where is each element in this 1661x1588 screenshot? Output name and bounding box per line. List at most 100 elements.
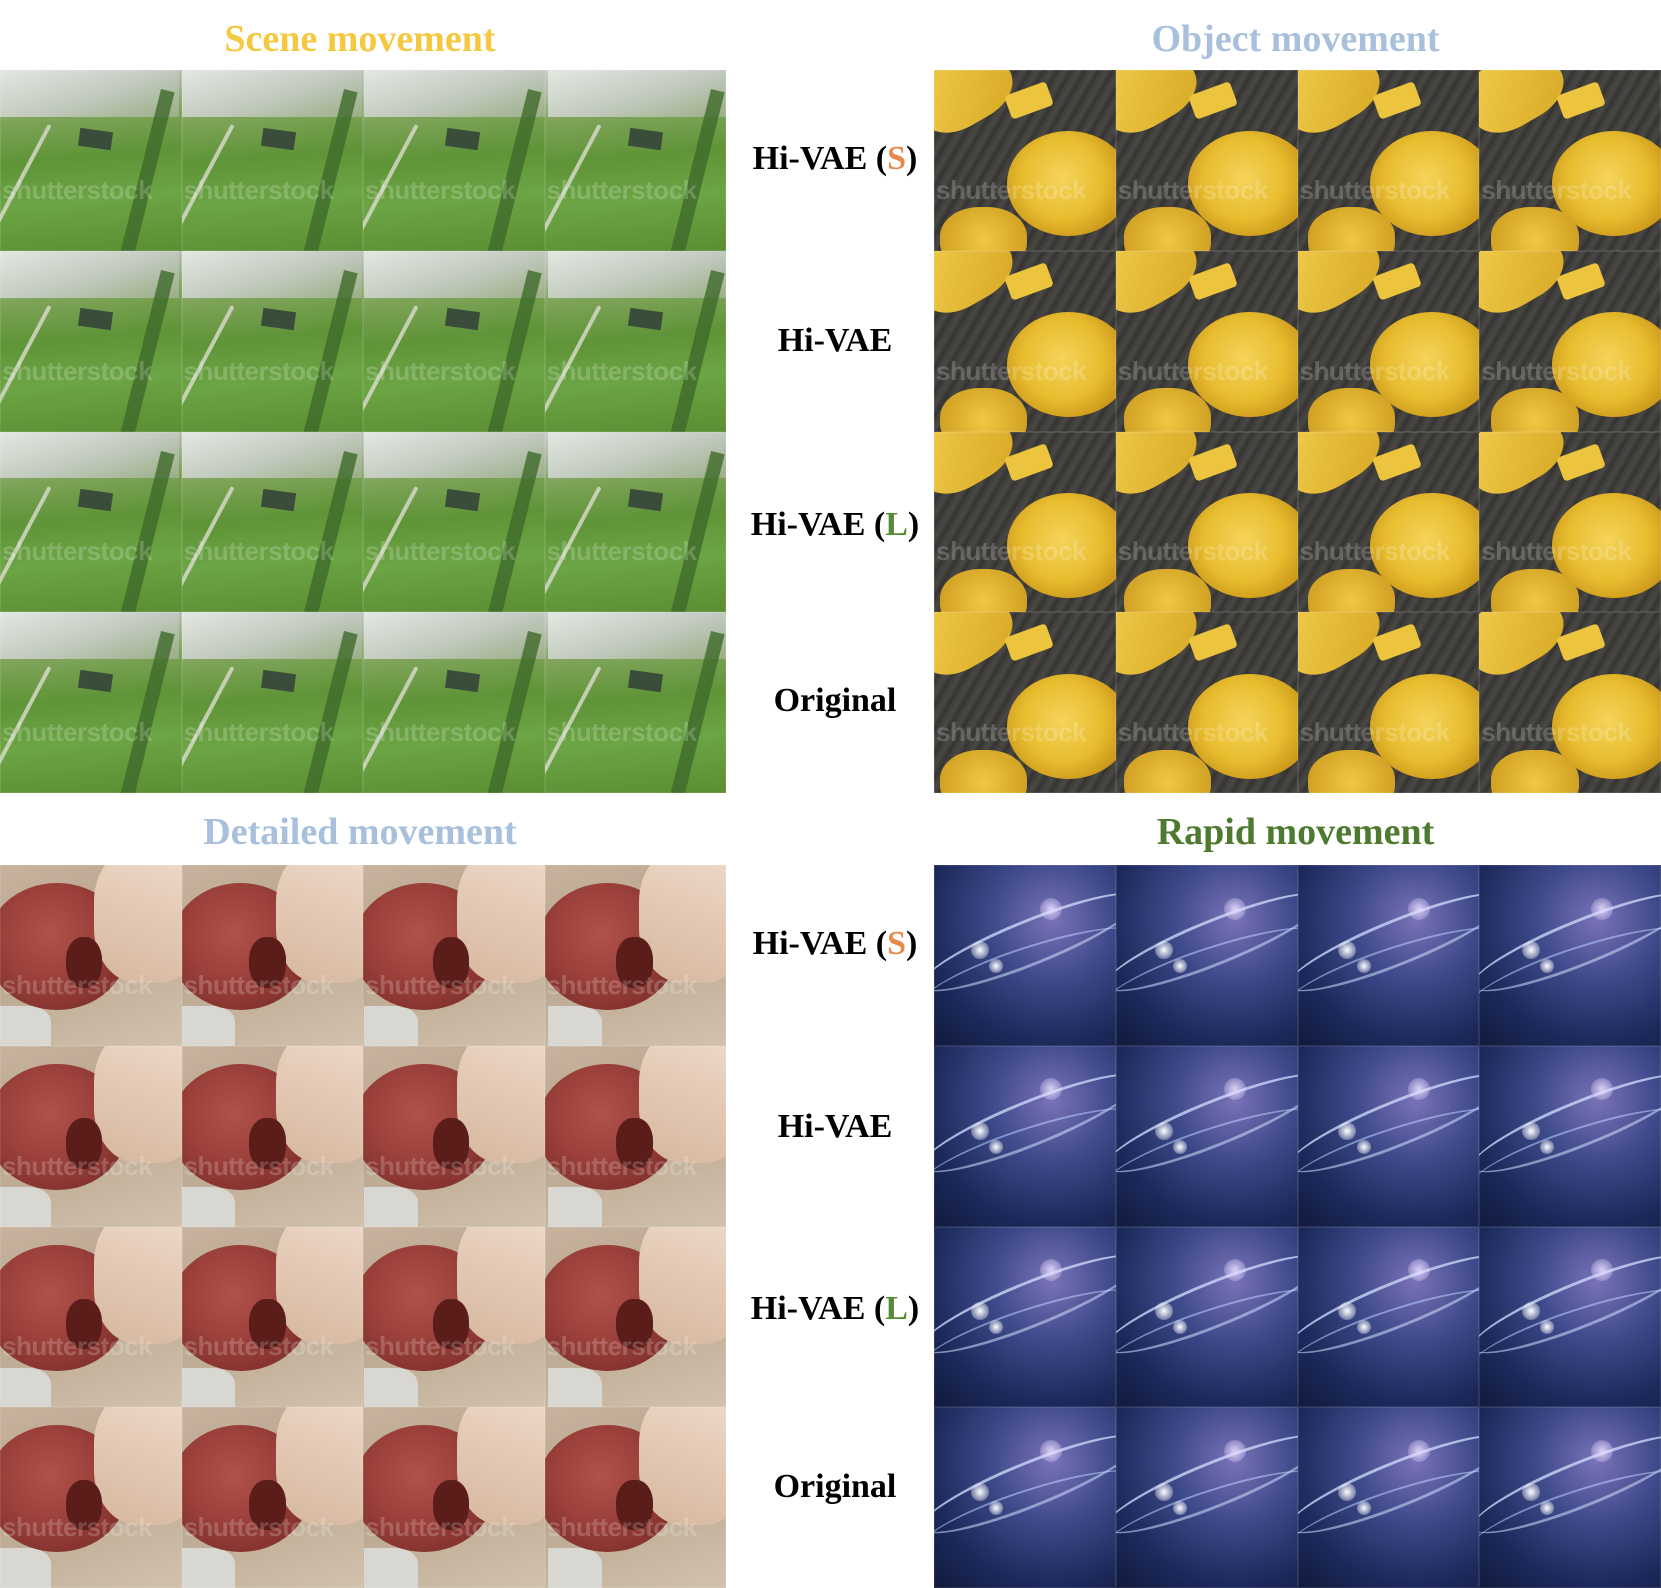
watermark: shutterstock: [1481, 536, 1632, 567]
video-frame: [934, 1226, 1116, 1408]
video-frame: shutterstock: [934, 70, 1116, 251]
frame-shape: [547, 431, 726, 479]
frame-shape: [1297, 250, 1391, 326]
watermark: shutterstock: [183, 717, 335, 748]
frame-shape: [616, 1118, 653, 1169]
frame-shape: [544, 304, 602, 432]
frame-shape: [181, 1186, 235, 1227]
video-frame: shutterstock: [544, 250, 726, 432]
frame-shape: [616, 1298, 653, 1350]
frame-shape: [1479, 1453, 1661, 1573]
watermark: shutterstock: [183, 536, 335, 567]
video-frame: shutterstock: [1115, 431, 1298, 613]
frame-shape: [547, 70, 726, 117]
video-frame: [934, 1407, 1116, 1588]
frame-shape: [1479, 431, 1575, 507]
frame-shape: [1004, 623, 1054, 663]
frame-shape: [181, 485, 235, 613]
frame-shape: [940, 388, 1028, 432]
watermark: shutterstock: [936, 355, 1087, 386]
frame-shape: [1522, 1483, 1541, 1502]
frame-shape: [616, 937, 653, 988]
frame-shape: [1188, 131, 1298, 237]
frame-shape: [116, 631, 175, 793]
frame-shape: [940, 749, 1028, 793]
frame-shape: [261, 669, 296, 693]
video-frame: shutterstock: [0, 431, 182, 613]
frame-shape: [65, 1298, 103, 1350]
frame-shape: [1555, 262, 1606, 301]
frame-shape: [0, 666, 52, 793]
frame-shape: [65, 1479, 103, 1531]
video-frame: shutterstock: [363, 1226, 545, 1408]
frame-shape: [1491, 568, 1579, 613]
frame-shape: [1307, 207, 1395, 251]
frame-shape: [1123, 207, 1212, 251]
frame-shape: [116, 450, 175, 613]
frame-shape: [544, 485, 602, 613]
frame-shape: [1297, 70, 1391, 145]
frame-shape: [116, 269, 175, 432]
frame-shape: [181, 1367, 235, 1408]
frame-shape: [934, 1091, 1116, 1212]
frame-shape: [1491, 207, 1579, 251]
frame-shape: [1491, 749, 1579, 793]
watermark: shutterstock: [1117, 355, 1269, 386]
video-frame: shutterstock: [181, 1045, 363, 1227]
frame-shape: [364, 612, 545, 660]
frame-shape: [364, 1186, 419, 1227]
frame-shape: [181, 250, 362, 298]
watermark: shutterstock: [546, 969, 698, 1000]
frame-shape: [0, 612, 179, 660]
row-label-original-bottom: Original: [773, 1468, 897, 1505]
frame-shape: [1338, 1121, 1357, 1140]
watermark: shutterstock: [365, 717, 516, 748]
row-label-hi-vae: Hi-VAE: [777, 322, 893, 359]
frame-shape: [364, 1548, 419, 1588]
frame-shape: [181, 431, 362, 479]
video-frame: shutterstock: [1297, 431, 1480, 613]
frame-shape: [1297, 1453, 1480, 1573]
frame-shape: [1540, 1139, 1555, 1154]
frame-shape: [638, 1407, 726, 1525]
watermark: shutterstock: [365, 1331, 516, 1362]
frame-shape: [181, 1548, 235, 1588]
video-frame: [934, 865, 1116, 1046]
frame-shape: [1223, 897, 1246, 920]
frame-shape: [1551, 673, 1661, 779]
watermark: shutterstock: [936, 536, 1087, 567]
frame-shape: [1188, 492, 1298, 598]
watermark: shutterstock: [1299, 174, 1451, 205]
video-frame: shutterstock: [1297, 612, 1480, 793]
frame-shape: [1591, 1439, 1614, 1462]
frame-shape: [667, 450, 725, 613]
frame-shape: [1006, 492, 1116, 598]
frame-shape: [544, 883, 679, 1010]
frame-shape: [1479, 911, 1661, 1031]
watermark: shutterstock: [1299, 717, 1451, 748]
frame-shape: [970, 940, 989, 959]
video-frame: shutterstock: [181, 250, 363, 432]
frame-shape: [77, 308, 113, 331]
watermark: shutterstock: [183, 1331, 335, 1362]
video-frame: shutterstock: [0, 865, 182, 1046]
frame-shape: [1479, 612, 1575, 687]
frame-shape: [1551, 492, 1661, 598]
frame-shape: [0, 1063, 128, 1191]
video-frame: shutterstock: [363, 612, 545, 793]
frame-shape: [989, 1320, 1004, 1335]
frame-shape: [181, 666, 235, 793]
frame-shape: [94, 865, 182, 983]
frame-shape: [1555, 623, 1606, 663]
frame-shape: [444, 488, 480, 512]
frame-shape: [940, 207, 1028, 251]
frame-shape: [116, 89, 175, 251]
label-letter-l: L: [885, 506, 908, 543]
frame-shape: [1297, 1238, 1480, 1370]
watermark: shutterstock: [2, 174, 153, 205]
video-frame: shutterstock: [0, 612, 182, 793]
frame-shape: [1371, 442, 1422, 482]
frame-shape: [1297, 1272, 1480, 1393]
frame-shape: [0, 250, 179, 298]
watermark: shutterstock: [546, 355, 698, 386]
